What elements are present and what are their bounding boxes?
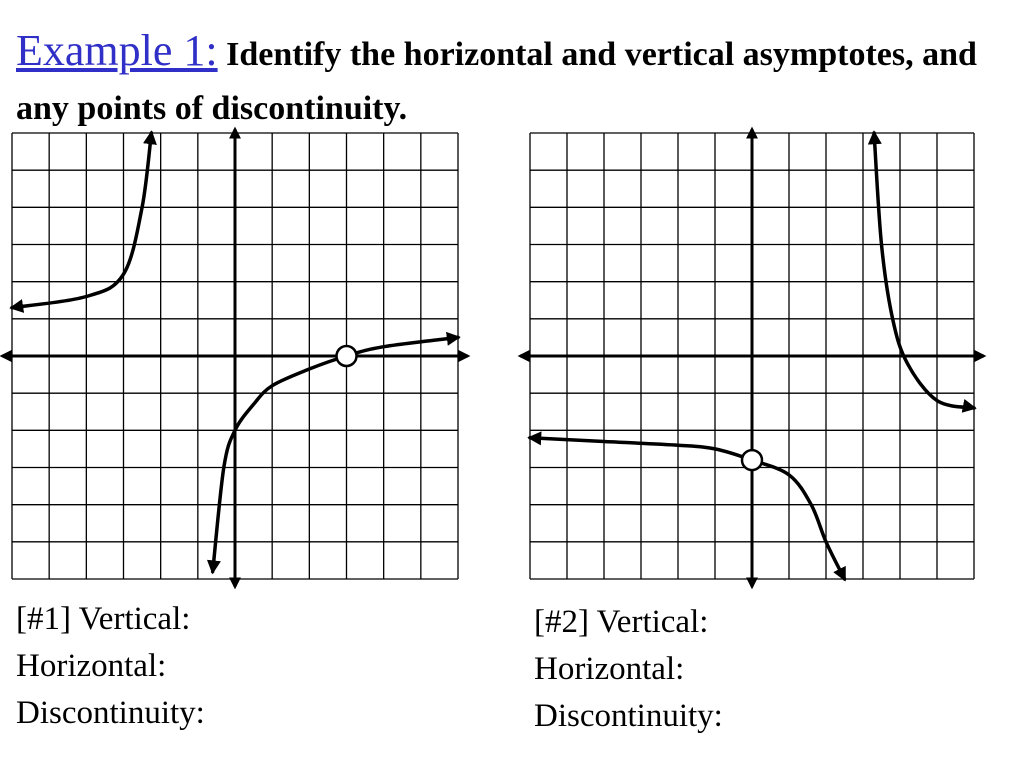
curve-1-1 — [9, 130, 157, 313]
graph-2-discontinuity-label: Discontinuity: — [534, 698, 723, 734]
graph-2-horizontal-label: Horizontal: — [534, 651, 685, 687]
curve-2-2 — [867, 130, 977, 413]
graph-2-vertical-label: [#2] Vertical: — [534, 604, 709, 640]
example-heading: Example 1: — [16, 26, 218, 75]
hole-point-2-1 — [740, 448, 764, 472]
graph-1-discontinuity-label: Discontinuity: — [16, 695, 205, 731]
graph-2-answer-labels: [#2] Vertical: Horizontal: Discontinuity… — [534, 599, 723, 740]
graph-1-answer-labels: [#1] Vertical: Horizontal: Discontinuity… — [16, 596, 205, 737]
graph-1 — [0, 126, 471, 590]
instruction-text: Identify the horizontal and vertical asy… — [16, 36, 977, 127]
curve-2-1 — [527, 431, 847, 582]
axes-2 — [517, 126, 987, 590]
hole-point-1-1 — [335, 344, 358, 368]
curve-1-2 — [206, 331, 461, 575]
axes-1 — [0, 126, 471, 590]
graph-1-horizontal-label: Horizontal: — [16, 648, 167, 684]
graph-1-vertical-label: [#1] Vertical: — [16, 601, 191, 637]
graph-2 — [517, 126, 987, 590]
problem-title: Example 1: Identify the horizontal and v… — [16, 24, 1016, 136]
